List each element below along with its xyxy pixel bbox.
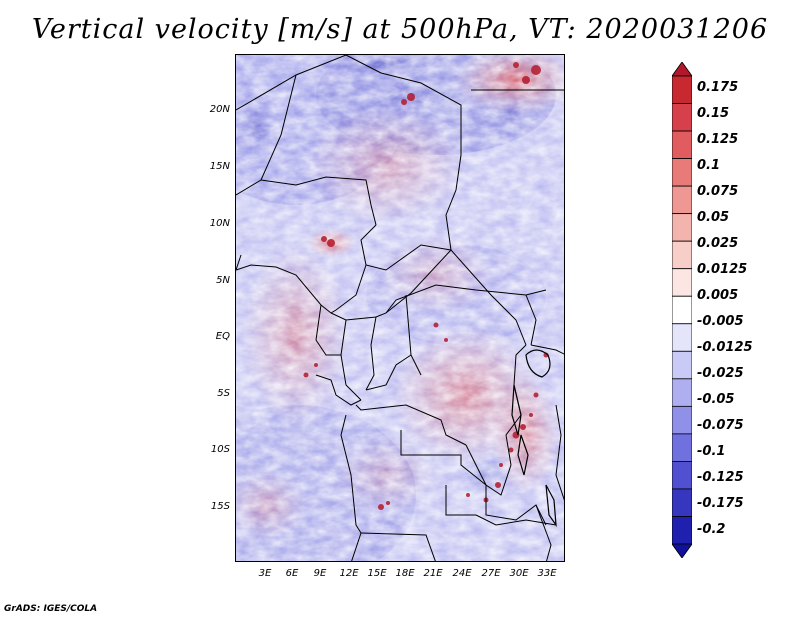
colorbar-label: 0.15 (697, 106, 730, 121)
colorbar-label: -0.025 (697, 366, 744, 381)
software-credit: GrADS: IGES/COLA (4, 604, 98, 614)
colorbar-swatch (672, 461, 692, 490)
lat-label: EQ (215, 331, 230, 342)
lon-label: 15E (367, 568, 387, 579)
colorbar-label: -0.005 (697, 314, 744, 329)
colorbar-label: -0.075 (697, 418, 744, 433)
colorbar-swatch (672, 75, 692, 104)
colorbar (672, 62, 692, 558)
lon-label: 18E (395, 568, 415, 579)
colorbar-swatch (672, 378, 692, 407)
colorbar-swatch (672, 323, 692, 352)
colorbar-swatch (672, 433, 692, 462)
lat-label: 15N (209, 161, 230, 172)
lat-label: 15S (210, 501, 230, 512)
lon-label: 6E (285, 568, 299, 579)
lon-label: 27E (481, 568, 501, 579)
noise-texture (236, 55, 564, 561)
colorbar-swatch (672, 488, 692, 517)
colorbar-label: -0.0125 (697, 340, 753, 355)
lat-label: 10N (209, 218, 230, 229)
colorbar-swatch (672, 103, 692, 132)
colorbar-label: 0.0125 (697, 262, 748, 277)
colorbar-swatch (672, 350, 692, 380)
colorbar-top-arrow (672, 62, 692, 77)
lon-label: 3E (258, 568, 272, 579)
colorbar-label: -0.125 (697, 470, 744, 485)
lat-label: 5N (216, 275, 230, 286)
colorbar-label: -0.175 (697, 496, 744, 511)
colorbar-bottom-arrow (672, 543, 692, 558)
colorbar-swatch (672, 405, 692, 435)
colorbar-swatch (672, 516, 692, 545)
colorbar-swatch (672, 213, 692, 242)
chart-title: Vertical velocity [m/s] at 500hPa, VT: 2… (31, 14, 769, 45)
colorbar-label: 0.1 (697, 158, 721, 173)
colorbar-swatch (672, 185, 692, 215)
colorbar-label: -0.1 (697, 444, 726, 459)
colorbar-swatch (672, 240, 692, 270)
map-area (235, 54, 565, 562)
colorbar-label: 0.175 (697, 80, 739, 95)
colorbar-label: 0.025 (697, 236, 739, 251)
lon-label: 33E (537, 568, 557, 579)
lon-label: 24E (452, 568, 472, 579)
country-borders (236, 55, 564, 561)
colorbar-swatch (672, 130, 692, 159)
colorbar-label: 0.05 (697, 210, 730, 225)
lon-label: 12E (339, 568, 359, 579)
colorbar-label: 0.075 (697, 184, 739, 199)
lat-label: 5S (217, 388, 230, 399)
colorbar-label: 0.125 (697, 132, 739, 147)
lon-label: 30E (509, 568, 529, 579)
lakes (511, 349, 557, 528)
colorbar-swatch (672, 295, 692, 325)
lon-label: 21E (423, 568, 443, 579)
colorbar-label: -0.2 (697, 522, 726, 537)
colorbar-swatches (672, 62, 692, 558)
colorbar-label: 0.005 (697, 288, 739, 303)
lon-label: 9E (313, 568, 327, 579)
colorbar-label: -0.05 (697, 392, 735, 407)
velocity-field (236, 55, 564, 561)
colorbar-swatch (672, 268, 692, 297)
lat-label: 10S (210, 444, 230, 455)
convective-cells (303, 62, 549, 510)
lat-label: 20N (209, 104, 230, 115)
colorbar-swatch (672, 158, 692, 187)
